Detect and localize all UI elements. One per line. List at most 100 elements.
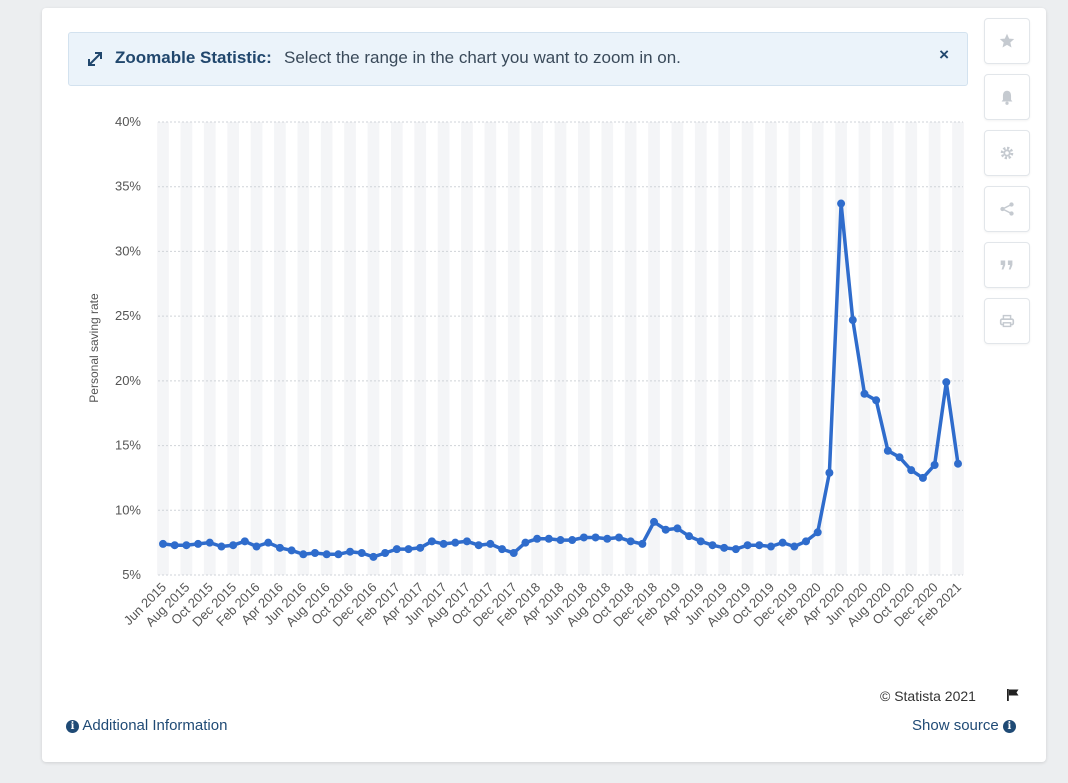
column-band — [624, 122, 637, 575]
column-band — [601, 122, 614, 575]
toolbar — [984, 18, 1030, 354]
data-point[interactable] — [778, 538, 787, 547]
data-point[interactable] — [603, 534, 612, 543]
data-point[interactable] — [229, 541, 238, 550]
notification-button[interactable] — [984, 74, 1030, 120]
data-point[interactable] — [299, 550, 308, 559]
data-point[interactable] — [766, 542, 775, 551]
data-point[interactable] — [194, 539, 203, 548]
data-point[interactable] — [556, 536, 565, 545]
banner-title: Zoomable Statistic: — [115, 48, 272, 67]
settings-button[interactable] — [984, 130, 1030, 176]
column-band — [461, 122, 473, 575]
print-button[interactable] — [984, 298, 1030, 344]
column-band — [741, 122, 754, 575]
flag-icon[interactable] — [1006, 688, 1020, 702]
data-point[interactable] — [240, 537, 249, 546]
data-point[interactable] — [895, 453, 904, 462]
data-point[interactable] — [392, 545, 401, 554]
column-band — [203, 122, 216, 575]
data-point[interactable] — [930, 460, 939, 469]
data-point[interactable] — [708, 541, 717, 550]
data-point[interactable] — [416, 543, 425, 552]
data-point[interactable] — [509, 548, 518, 557]
data-point[interactable] — [159, 539, 167, 548]
column-band — [531, 122, 543, 575]
y-tick-label: 5% — [122, 567, 141, 582]
data-point[interactable] — [275, 543, 284, 552]
data-point[interactable] — [942, 378, 951, 387]
data-point[interactable] — [357, 548, 366, 557]
data-point[interactable] — [544, 534, 553, 543]
data-point[interactable] — [462, 537, 471, 546]
data-point[interactable] — [720, 543, 729, 552]
share-button[interactable] — [984, 186, 1030, 232]
data-point[interactable] — [685, 532, 694, 541]
data-point[interactable] — [486, 539, 495, 548]
data-point[interactable] — [404, 545, 413, 554]
data-point[interactable] — [287, 546, 296, 555]
data-point[interactable] — [439, 539, 448, 548]
data-point[interactable] — [825, 468, 834, 477]
data-point[interactable] — [731, 545, 740, 554]
data-point[interactable] — [533, 534, 542, 543]
data-point[interactable] — [650, 517, 659, 526]
data-point[interactable] — [591, 533, 600, 542]
column-band — [765, 122, 777, 575]
data-point[interactable] — [170, 541, 179, 550]
data-point[interactable] — [474, 541, 483, 550]
data-point[interactable] — [521, 538, 530, 547]
data-point[interactable] — [451, 538, 460, 547]
data-point[interactable] — [264, 538, 273, 547]
data-point[interactable] — [696, 537, 705, 546]
data-point[interactable] — [182, 541, 191, 550]
data-point[interactable] — [638, 539, 647, 548]
data-point[interactable] — [848, 316, 857, 325]
favorite-button[interactable] — [984, 18, 1030, 64]
share-icon — [1000, 202, 1014, 216]
data-point[interactable] — [369, 552, 378, 561]
data-point[interactable] — [860, 389, 869, 398]
data-point[interactable] — [310, 548, 319, 557]
data-point[interactable] — [813, 528, 822, 537]
data-point[interactable] — [743, 541, 752, 550]
data-point[interactable] — [252, 542, 261, 551]
data-point[interactable] — [673, 524, 682, 533]
expand-icon — [88, 52, 102, 66]
data-point[interactable] — [872, 396, 881, 405]
data-point[interactable] — [918, 473, 927, 482]
data-point[interactable] — [883, 446, 892, 455]
close-icon[interactable]: × — [939, 45, 949, 64]
data-point[interactable] — [755, 541, 764, 550]
data-point[interactable] — [661, 525, 670, 534]
data-point[interactable] — [322, 550, 331, 559]
data-point[interactable] — [790, 542, 799, 551]
data-point[interactable] — [907, 466, 916, 475]
data-point[interactable] — [498, 545, 507, 554]
column-band — [811, 122, 824, 575]
data-point[interactable] — [205, 538, 214, 547]
data-point[interactable] — [614, 533, 623, 542]
column-band — [414, 122, 427, 575]
data-point[interactable] — [954, 459, 962, 468]
data-point[interactable] — [346, 547, 355, 556]
data-point[interactable] — [579, 533, 588, 542]
column-band — [648, 122, 660, 575]
data-point[interactable] — [217, 542, 226, 551]
data-point[interactable] — [334, 550, 343, 559]
data-point[interactable] — [381, 548, 390, 557]
column-band — [882, 122, 894, 575]
data-point[interactable] — [626, 537, 635, 546]
column-band — [250, 122, 263, 575]
data-point[interactable] — [427, 537, 436, 546]
column-band — [718, 122, 731, 575]
data-point[interactable] — [802, 537, 811, 546]
data-point[interactable] — [568, 536, 577, 545]
show-source-link[interactable]: Show source i — [912, 717, 1016, 734]
banner-message: Select the range in the chart you want t… — [284, 48, 681, 67]
cite-button[interactable] — [984, 242, 1030, 288]
data-point[interactable] — [837, 199, 846, 208]
additional-info-link[interactable]: i Additional Information — [66, 717, 227, 734]
y-tick-label: 40% — [115, 114, 141, 129]
